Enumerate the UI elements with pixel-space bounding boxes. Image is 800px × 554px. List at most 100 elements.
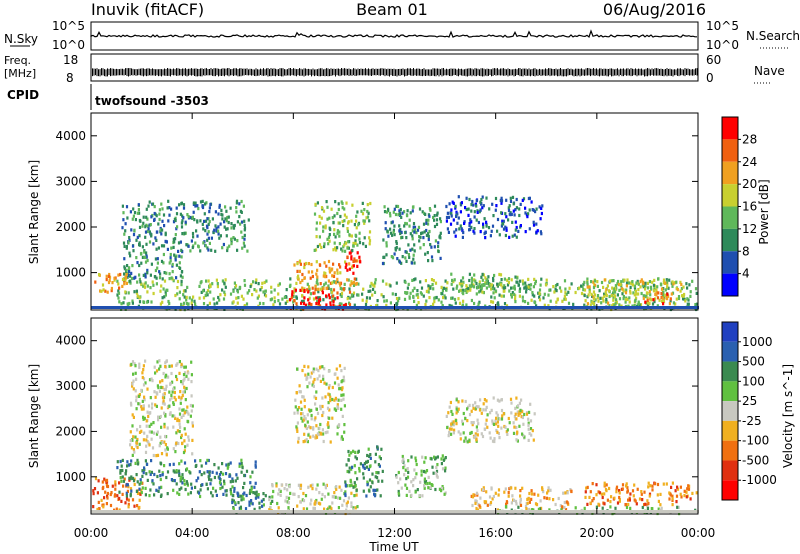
heatmap-cell	[310, 498, 313, 502]
heatmap-cell	[181, 275, 184, 279]
heatmap-cell	[529, 427, 533, 431]
heatmap-cell	[362, 242, 365, 246]
heatmap-cell	[517, 510, 519, 513]
heatmap-cell	[312, 297, 316, 301]
heatmap-cell	[198, 470, 201, 474]
heatmap-cell	[325, 294, 328, 298]
heatmap-cell	[362, 476, 365, 480]
heatmap-cell	[583, 288, 587, 292]
heatmap-cell	[325, 200, 328, 204]
heatmap-cell	[351, 203, 354, 207]
heatmap-cell	[123, 265, 126, 269]
heatmap-cell	[135, 306, 137, 309]
heatmap-cell	[416, 488, 419, 492]
heatmap-cell	[571, 306, 573, 309]
heatmap-cell	[471, 306, 473, 309]
heatmap-cell	[367, 307, 370, 311]
heatmap-cell	[507, 277, 511, 281]
heatmap-cell	[296, 504, 299, 508]
heatmap-cell	[618, 297, 622, 301]
heatmap-cell	[516, 439, 519, 443]
heatmap-cell	[399, 213, 402, 217]
heatmap-cell	[371, 481, 374, 485]
heatmap-cell	[198, 284, 201, 288]
heatmap-cell	[140, 490, 143, 495]
heatmap-cell	[308, 381, 311, 385]
heatmap-cell	[208, 220, 211, 224]
heatmap-cell	[519, 224, 522, 228]
heatmap-cell	[683, 292, 686, 297]
heatmap-cell	[449, 510, 451, 513]
heatmap-cell	[647, 485, 650, 489]
heatmap-cell	[561, 299, 564, 303]
heatmap-cell	[492, 422, 496, 426]
heatmap-cell	[131, 476, 135, 480]
heatmap-cell	[450, 409, 453, 414]
heatmap-cell	[217, 466, 220, 470]
heatmap-cell	[354, 483, 357, 488]
heatmap-cell	[126, 460, 129, 464]
heatmap-cell	[135, 377, 138, 381]
heatmap-cell	[667, 294, 670, 298]
heatmap-cell	[174, 237, 177, 241]
heatmap-cell	[434, 456, 438, 460]
heatmap-cell	[427, 259, 430, 263]
heatmap-cell	[134, 389, 137, 393]
heatmap-cell	[159, 380, 162, 384]
heatmap-cell	[117, 289, 120, 293]
heatmap-cell	[440, 486, 444, 490]
heatmap-cell	[185, 480, 188, 484]
heatmap-cell	[253, 288, 256, 292]
heatmap-cell	[221, 485, 224, 489]
heatmap-cell	[153, 431, 156, 435]
heatmap-cell	[185, 306, 187, 309]
heatmap-cell	[676, 288, 679, 292]
heatmap-cell	[358, 466, 361, 471]
heatmap-cell	[118, 481, 121, 485]
heatmap-cell	[424, 212, 427, 216]
heatmap-cell	[675, 280, 678, 284]
heatmap-cell	[297, 510, 299, 513]
heatmap-cell	[216, 285, 219, 289]
heatmap-cell	[225, 227, 228, 231]
heatmap-cell	[519, 501, 522, 505]
heatmap-cell	[95, 510, 97, 513]
heatmap-cell	[502, 227, 506, 231]
heatmap-cell	[471, 510, 473, 513]
heatmap-cell	[406, 214, 409, 218]
heatmap-cell	[560, 289, 563, 293]
heatmap-cell	[185, 295, 188, 299]
heatmap-cell	[634, 499, 637, 503]
heatmap-cell	[399, 207, 402, 212]
heatmap-cell	[489, 436, 492, 440]
heatmap-cell	[187, 306, 189, 309]
heatmap-cell	[401, 510, 403, 513]
heatmap-cell	[475, 510, 477, 513]
heatmap-cell	[501, 414, 504, 418]
heatmap-cell	[453, 297, 457, 302]
heatmap-cell	[129, 492, 132, 496]
heatmap-cell	[586, 302, 589, 306]
heatmap-cell	[403, 210, 406, 214]
heatmap-cell	[332, 288, 336, 292]
heatmap-cell	[145, 254, 148, 258]
heatmap-cell	[465, 286, 469, 290]
heatmap-cell	[155, 276, 158, 280]
heatmap-cell	[600, 280, 604, 285]
heatmap-cell	[525, 287, 528, 291]
heatmap-cell	[240, 462, 243, 466]
heatmap-cell	[174, 307, 177, 311]
heatmap-cell	[487, 226, 491, 230]
heatmap-cell	[368, 465, 371, 469]
heatmap-cell	[135, 291, 139, 295]
heatmap-cell	[159, 435, 162, 439]
heatmap-cell	[193, 218, 196, 222]
heatmap-cell	[106, 484, 109, 488]
heatmap-cell	[669, 306, 671, 309]
heatmap-cell	[405, 236, 408, 240]
heatmap-cell	[159, 510, 161, 513]
heatmap-cell	[645, 306, 647, 309]
heatmap-cell	[672, 282, 675, 286]
heatmap-cell	[541, 487, 544, 492]
heatmap-cell	[467, 207, 470, 211]
